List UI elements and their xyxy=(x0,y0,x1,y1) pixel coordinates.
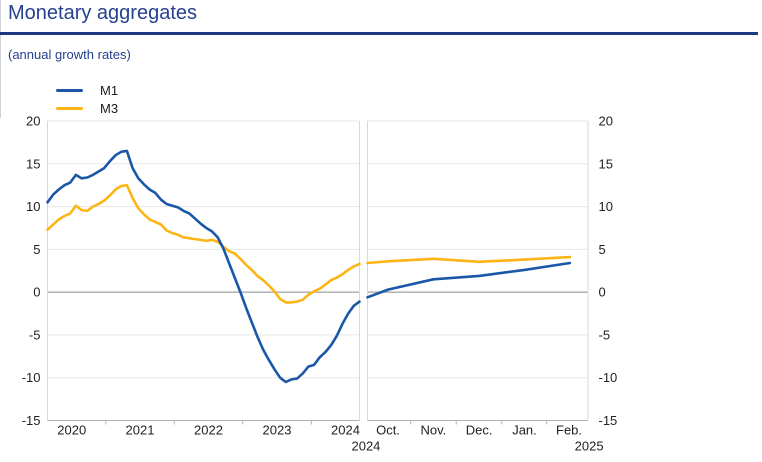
m1-series-line-history-monthly xyxy=(46,149,361,384)
title-divider xyxy=(0,32,758,35)
m3-line-swatch xyxy=(56,107,83,111)
chart-legend: M1 M3 xyxy=(56,81,118,118)
y-axis-label-left: -5 xyxy=(29,327,41,342)
legend-item-m1: M1 xyxy=(56,81,118,100)
x-axis-label: Oct. xyxy=(376,423,400,438)
y-axis-label-left: 20 xyxy=(26,114,40,129)
x-axis-label: Dec. xyxy=(466,423,493,438)
x-axis-label: Jan. xyxy=(512,423,537,438)
m3-series-line-history-monthly xyxy=(46,183,361,304)
page-title: Monetary aggregates xyxy=(8,2,198,24)
x-axis-label: 2022 xyxy=(194,423,223,438)
m1-series-line-recent-monthly-zoom xyxy=(366,261,572,299)
x-axis-label: Nov. xyxy=(421,423,447,438)
x-axis-label: 2024 xyxy=(331,423,360,438)
y-axis-label-left: -15 xyxy=(22,413,41,428)
x-axis-label: 2021 xyxy=(126,423,155,438)
window-edge-line xyxy=(0,0,1,118)
chart-subtitle: (annual growth rates) xyxy=(8,47,131,62)
y-axis-label-right: 5 xyxy=(599,242,606,257)
y-axis-label-right: 15 xyxy=(599,156,613,171)
x-axis-label: 2023 xyxy=(263,423,292,438)
x-axis-year-label: 2025 xyxy=(575,439,604,454)
x-axis-label: Feb. xyxy=(556,423,582,438)
y-axis-label-right: 0 xyxy=(599,285,606,300)
y-axis-label-right: -10 xyxy=(599,370,618,385)
y-axis-label-right: -5 xyxy=(599,327,611,342)
x-axis-year-label: 2024 xyxy=(351,439,380,454)
x-axis-label: 2020 xyxy=(57,423,86,438)
m1-line-swatch xyxy=(56,88,83,92)
legend-item-m3: M3 xyxy=(56,100,118,119)
y-axis-label-left: 10 xyxy=(26,199,40,214)
y-axis-label-left: 5 xyxy=(33,242,40,257)
y-axis-label-left: 15 xyxy=(26,156,40,171)
y-axis-label-left: 0 xyxy=(33,285,40,300)
y-axis-label-right: 20 xyxy=(599,114,613,129)
legend-label-m1: M1 xyxy=(100,82,119,98)
y-axis-label-right: -15 xyxy=(599,413,618,428)
y-axis-label-right: 10 xyxy=(599,199,613,214)
m3-series-line-recent-monthly-zoom xyxy=(366,255,572,265)
y-axis-label-left: -10 xyxy=(22,370,41,385)
legend-label-m3: M3 xyxy=(100,101,119,117)
